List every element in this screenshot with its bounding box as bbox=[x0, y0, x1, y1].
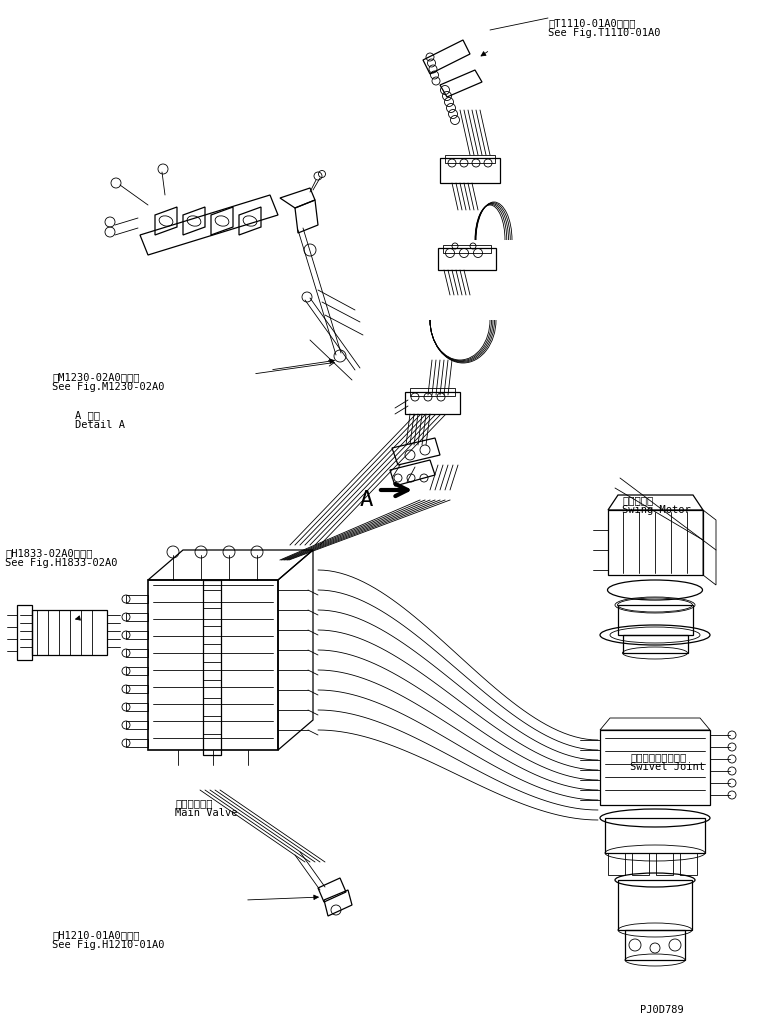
Text: PJ0D789: PJ0D789 bbox=[640, 1005, 684, 1015]
Text: 旋回モータ: 旋回モータ bbox=[622, 495, 653, 505]
Text: Swing Motor: Swing Motor bbox=[622, 505, 691, 515]
Bar bbox=[438, 248, 496, 270]
Bar bbox=[440, 158, 500, 183]
Text: Detail A: Detail A bbox=[75, 420, 125, 430]
Text: A: A bbox=[360, 490, 374, 510]
Text: Swivel Joint: Swivel Joint bbox=[630, 762, 705, 772]
Bar bbox=[32, 610, 107, 655]
Text: 第H1210-01A0図参照: 第H1210-01A0図参照 bbox=[52, 930, 139, 940]
Bar bbox=[445, 155, 495, 163]
Text: 第M1230-02A0図参照: 第M1230-02A0図参照 bbox=[52, 372, 139, 382]
Bar bbox=[605, 818, 705, 853]
Bar bbox=[618, 880, 692, 930]
Text: See Fig.M1230-02A0: See Fig.M1230-02A0 bbox=[52, 382, 165, 392]
Bar bbox=[623, 635, 688, 653]
Text: See Fig.H1210-01A0: See Fig.H1210-01A0 bbox=[52, 940, 165, 950]
Text: See Fig.T1110-01A0: See Fig.T1110-01A0 bbox=[548, 28, 661, 38]
Text: See Fig.H1833-02A0: See Fig.H1833-02A0 bbox=[5, 558, 118, 568]
Bar bbox=[618, 605, 693, 635]
Text: A 詳細: A 詳細 bbox=[75, 410, 100, 420]
Text: 第T1110-01A0図参照: 第T1110-01A0図参照 bbox=[548, 18, 635, 28]
Bar bbox=[625, 930, 685, 960]
Text: スイベルジョイント: スイベルジョイント bbox=[630, 752, 686, 762]
Text: メインバルブ: メインバルブ bbox=[175, 798, 212, 808]
Bar bbox=[203, 580, 221, 755]
Text: 第H1833-02A0図参照: 第H1833-02A0図参照 bbox=[5, 548, 92, 558]
Bar bbox=[410, 388, 455, 396]
Bar bbox=[443, 245, 491, 253]
Bar bbox=[405, 392, 460, 414]
Text: Main Valve: Main Valve bbox=[175, 808, 238, 818]
